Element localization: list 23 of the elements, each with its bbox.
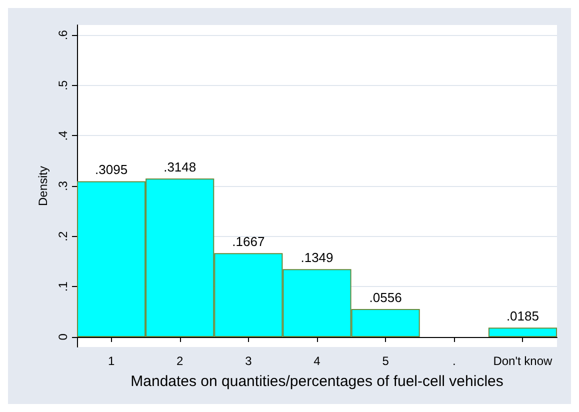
data-label: .1349 <box>300 250 334 266</box>
y-tick-label: .5 <box>56 80 70 90</box>
x-tick-label: 5 <box>382 354 390 368</box>
data-label: .0185 <box>506 308 539 324</box>
data-label: .3095 <box>95 162 128 178</box>
x-axis-title: Mandates on quantities/percentages of fuel-cell vehicles <box>130 373 504 390</box>
data-label: .1667 <box>232 234 265 250</box>
data-label: .0556 <box>369 290 402 305</box>
x-tick-label: 1 <box>108 354 115 368</box>
bar <box>488 328 557 337</box>
y-tick-label: .1 <box>56 281 70 292</box>
x-tick-label: 3 <box>245 354 252 368</box>
y-tick-label: .4 <box>56 130 70 141</box>
x-tick-label: . <box>452 354 456 368</box>
x-tick-label: Don't know <box>493 354 553 368</box>
y-axis-title: Density <box>36 166 50 206</box>
y-tick-label: 0 <box>56 333 70 340</box>
data-label: .3148 <box>164 160 196 175</box>
y-tick-label: .6 <box>56 30 70 40</box>
x-tick-label: 4 <box>314 354 321 368</box>
y-tick-label: .3 <box>56 180 70 192</box>
x-tick-label: 2 <box>176 354 184 368</box>
y-tick-label: .2 <box>56 230 70 242</box>
